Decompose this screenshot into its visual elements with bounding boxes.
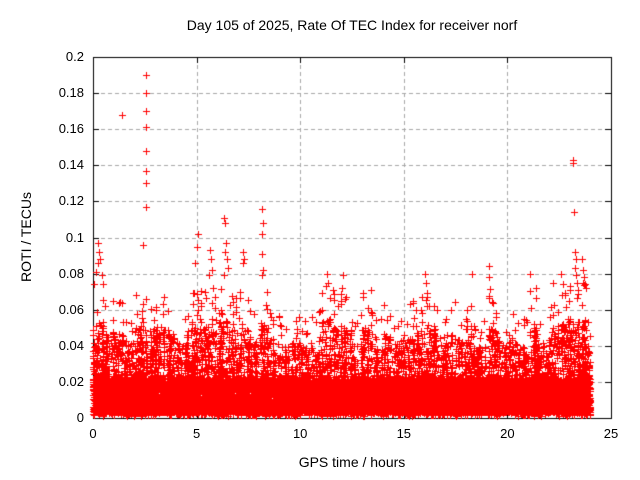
y-tick-label: 0.18 bbox=[58, 85, 84, 101]
x-tick-label: 0 bbox=[89, 426, 97, 441]
x-tick-label: 20 bbox=[500, 426, 515, 441]
x-tick-label: 5 bbox=[192, 426, 201, 441]
y-tick-label: 0.12 bbox=[58, 193, 84, 209]
y-tick-label: 0.02 bbox=[58, 373, 84, 389]
chart-title: Day 105 of 2025, Rate Of TEC Index for r… bbox=[186, 17, 518, 33]
y-tick-label: 0.06 bbox=[58, 301, 84, 317]
y-tick-label: 0.1 bbox=[65, 229, 84, 245]
x-tick-label: 10 bbox=[292, 426, 308, 441]
y-tick-label: 0 bbox=[76, 410, 84, 425]
x-tick-label: 15 bbox=[396, 426, 412, 441]
y-tick-label: 0.14 bbox=[58, 157, 84, 173]
y-tick-label: 0.16 bbox=[58, 121, 84, 137]
x-axis-label: GPS time / hours bbox=[298, 454, 406, 470]
y-tick-label: 0.04 bbox=[58, 337, 84, 353]
x-tick-label: 25 bbox=[603, 426, 619, 441]
y-tick-label: 0.2 bbox=[65, 49, 84, 64]
y-tick-label: 0.08 bbox=[58, 265, 84, 281]
